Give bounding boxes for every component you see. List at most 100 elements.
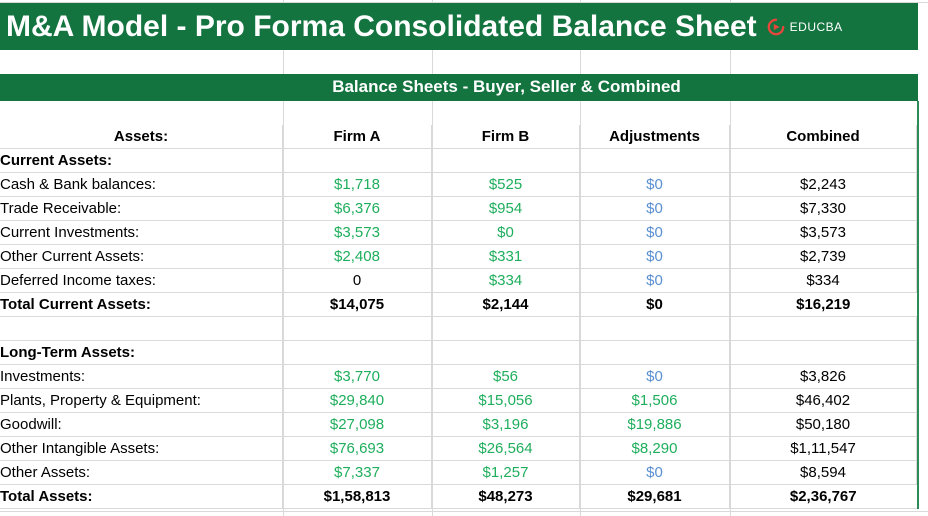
cell[interactable] xyxy=(729,340,917,365)
section-row: Current Assets: xyxy=(0,148,917,173)
section-banner[interactable]: Balance Sheets - Buyer, Seller & Combine… xyxy=(0,74,918,101)
section-current-assets[interactable]: Current Assets: xyxy=(0,148,283,173)
adjustments-value[interactable]: $0 xyxy=(579,172,730,197)
row-label[interactable]: Current Investments: xyxy=(0,220,283,245)
balance-sheet-table: Assets: Firm A Firm B Adjustments Combin… xyxy=(0,125,917,509)
adjustments-value[interactable]: $8,290 xyxy=(579,436,730,461)
combined-value[interactable]: $7,330 xyxy=(729,196,917,221)
header-firm-a[interactable]: Firm A xyxy=(282,125,432,149)
firm-b-value[interactable]: $954 xyxy=(431,196,580,221)
combined-value[interactable]: $50,180 xyxy=(729,412,917,437)
firm-a-value[interactable]: $29,840 xyxy=(282,388,432,413)
combined-value[interactable]: $1,11,547 xyxy=(729,436,917,461)
header-combined[interactable]: Combined xyxy=(729,125,917,149)
header-assets[interactable]: Assets: xyxy=(0,125,283,149)
combined-value[interactable]: $2,243 xyxy=(729,172,917,197)
table-row: Plants, Property & Equipment: $29,840 $1… xyxy=(0,388,917,413)
cell[interactable] xyxy=(0,316,283,341)
page-title: M&A Model - Pro Forma Consolidated Balan… xyxy=(6,9,757,43)
cell[interactable] xyxy=(729,148,917,173)
firm-b-value[interactable]: $0 xyxy=(431,220,580,245)
cell[interactable] xyxy=(282,340,432,365)
total-row: Total Current Assets: $14,075 $2,144 $0 … xyxy=(0,292,917,317)
firm-a-value[interactable]: $1,718 xyxy=(282,172,432,197)
firm-b-value[interactable]: $26,564 xyxy=(431,436,580,461)
row-label[interactable]: Other Intangible Assets: xyxy=(0,436,283,461)
firm-a-value[interactable]: $76,693 xyxy=(282,436,432,461)
table-row: Deferred Income taxes: 0 $334 $0 $334 xyxy=(0,268,917,293)
firm-a-value[interactable]: $7,337 xyxy=(282,460,432,485)
header-row: Assets: Firm A Firm B Adjustments Combin… xyxy=(0,125,917,149)
row-label[interactable]: Plants, Property & Equipment: xyxy=(0,388,283,413)
row-label[interactable]: Trade Receivable: xyxy=(0,196,283,221)
adjustments-value[interactable]: $0 xyxy=(579,244,730,269)
adjustments-value[interactable]: $1,506 xyxy=(579,388,730,413)
row-label[interactable]: Investments: xyxy=(0,364,283,389)
firm-b-value[interactable]: $3,196 xyxy=(431,412,580,437)
educba-play-icon xyxy=(767,18,785,35)
combined-value[interactable]: $8,594 xyxy=(729,460,917,485)
table-row: Other Intangible Assets: $76,693 $26,564… xyxy=(0,436,917,461)
cell[interactable] xyxy=(282,316,432,341)
firm-b-total[interactable]: $2,144 xyxy=(431,292,580,317)
cell[interactable] xyxy=(579,340,730,365)
firm-a-total[interactable]: $14,075 xyxy=(282,292,432,317)
cell[interactable] xyxy=(431,148,580,173)
section-long-term-assets[interactable]: Long-Term Assets: xyxy=(0,340,283,365)
total-label[interactable]: Total Assets: xyxy=(0,484,283,509)
table-row: Current Investments: $3,573 $0 $0 $3,573 xyxy=(0,220,917,245)
firm-a-value[interactable]: 0 xyxy=(282,268,432,293)
firm-b-value[interactable]: $1,257 xyxy=(431,460,580,485)
table-row: Goodwill: $27,098 $3,196 $19,886 $50,180 xyxy=(0,412,917,437)
row-label[interactable]: Other Current Assets: xyxy=(0,244,283,269)
row-label[interactable]: Deferred Income taxes: xyxy=(0,268,283,293)
firm-a-value[interactable]: $2,408 xyxy=(282,244,432,269)
firm-b-value[interactable]: $56 xyxy=(431,364,580,389)
cell[interactable] xyxy=(579,148,730,173)
adjustments-total[interactable]: $0 xyxy=(579,292,730,317)
title-bar[interactable]: M&A Model - Pro Forma Consolidated Balan… xyxy=(0,3,918,50)
cell[interactable] xyxy=(282,148,432,173)
banner-title: Balance Sheets - Buyer, Seller & Combine… xyxy=(332,77,681,96)
row-label[interactable]: Cash & Bank balances: xyxy=(0,172,283,197)
firm-b-value[interactable]: $331 xyxy=(431,244,580,269)
adjustments-total[interactable]: $29,681 xyxy=(579,484,730,509)
row-label[interactable]: Goodwill: xyxy=(0,412,283,437)
firm-a-value[interactable]: $3,770 xyxy=(282,364,432,389)
adjustments-value[interactable]: $0 xyxy=(579,220,730,245)
firm-a-value[interactable]: $6,376 xyxy=(282,196,432,221)
firm-a-value[interactable]: $3,573 xyxy=(282,220,432,245)
header-adjustments[interactable]: Adjustments xyxy=(579,125,730,149)
adjustments-value[interactable]: $0 xyxy=(579,268,730,293)
cell[interactable] xyxy=(431,316,580,341)
table-row: Cash & Bank balances: $1,718 $525 $0 $2,… xyxy=(0,172,917,197)
adjustments-value[interactable]: $19,886 xyxy=(579,412,730,437)
combined-value[interactable]: $3,826 xyxy=(729,364,917,389)
cell[interactable] xyxy=(431,340,580,365)
combined-total[interactable]: $2,36,767 xyxy=(729,484,917,509)
firm-b-value[interactable]: $525 xyxy=(431,172,580,197)
educba-logo: EDUCBA xyxy=(767,18,843,36)
firm-a-value[interactable]: $27,098 xyxy=(282,412,432,437)
total-label[interactable]: Total Current Assets: xyxy=(0,292,283,317)
firm-b-value[interactable]: $15,056 xyxy=(431,388,580,413)
combined-value[interactable]: $3,573 xyxy=(729,220,917,245)
firm-b-value[interactable]: $334 xyxy=(431,268,580,293)
firm-b-total[interactable]: $48,273 xyxy=(431,484,580,509)
header-firm-b[interactable]: Firm B xyxy=(431,125,580,149)
section-row: Long-Term Assets: xyxy=(0,340,917,365)
firm-a-total[interactable]: $1,58,813 xyxy=(282,484,432,509)
combined-value[interactable]: $334 xyxy=(729,268,917,293)
combined-value[interactable]: $46,402 xyxy=(729,388,917,413)
adjustments-value[interactable]: $0 xyxy=(579,196,730,221)
cell[interactable] xyxy=(729,316,917,341)
adjustments-value[interactable]: $0 xyxy=(579,364,730,389)
adjustments-value[interactable]: $0 xyxy=(579,460,730,485)
total-row: Total Assets: $1,58,813 $48,273 $29,681 … xyxy=(0,484,917,509)
combined-value[interactable]: $2,739 xyxy=(729,244,917,269)
combined-total[interactable]: $16,219 xyxy=(729,292,917,317)
row-label[interactable]: Other Assets: xyxy=(0,460,283,485)
table-row: Other Assets: $7,337 $1,257 $0 $8,594 xyxy=(0,460,917,485)
cell[interactable] xyxy=(579,316,730,341)
gridline xyxy=(0,511,928,512)
